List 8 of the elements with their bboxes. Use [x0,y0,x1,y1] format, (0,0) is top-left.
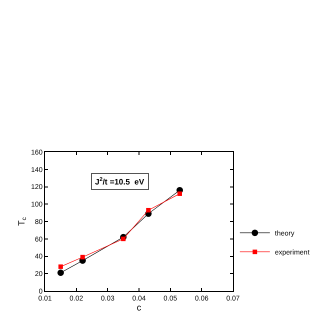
point [80,254,85,260]
point [177,191,182,196]
point [121,236,126,242]
annotation: J$^{2}$/t =10.5 eV [95,177,145,186]
point [146,208,151,212]
point [58,264,63,269]
point [57,270,64,276]
x-axis-title: c [136,302,142,312]
